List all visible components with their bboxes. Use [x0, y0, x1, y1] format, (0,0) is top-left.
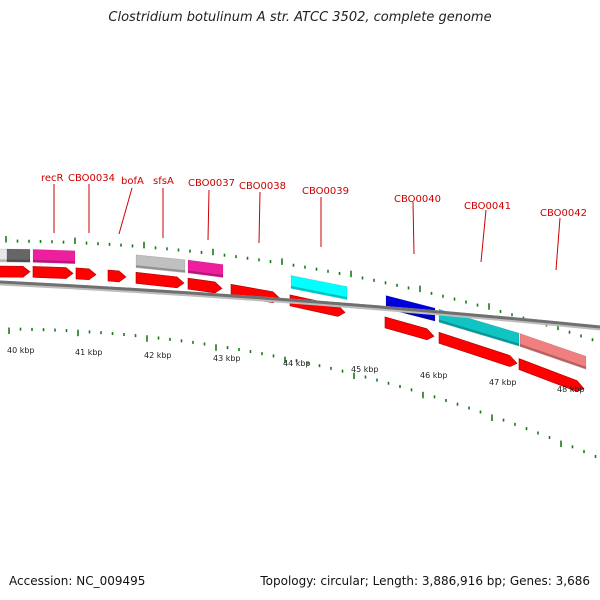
gene-label-CBO0038: CBO0038: [239, 181, 286, 192]
label-leader: [258, 191, 261, 244]
label-leader: [555, 217, 561, 271]
cds-arrow: [384, 316, 435, 341]
scale-label: 43 kbp: [213, 354, 241, 363]
cog-feature-box: [6, 248, 31, 263]
cog-box-shade: [135, 265, 186, 273]
scale-label: 46 kbp: [420, 371, 448, 380]
scale-label: 45 kbp: [351, 365, 379, 374]
cds-arrow: [135, 272, 185, 289]
scale-label: 47 kbp: [489, 378, 517, 387]
gene-label-recR: recR: [41, 173, 64, 184]
cog-box-shade: [187, 270, 224, 278]
gene-label-CBO0037: CBO0037: [188, 178, 235, 189]
topology-summary: Topology: circular; Length: 3,886,916 bp…: [260, 574, 590, 588]
scale-labels: 40 kbp 41 kbp 42 kbp 43 kbp 44 kbp 45 kb…: [7, 346, 585, 394]
gene-label-CBO0034: CBO0034: [68, 173, 115, 184]
map-title: Clostridium botulinum A str. ATCC 3502, …: [108, 10, 492, 25]
label-leader: [412, 201, 415, 255]
gene-label-CBO0040: CBO0040: [394, 194, 441, 205]
label-leader: [207, 189, 210, 241]
cog-feature-box: [32, 249, 76, 265]
backbone-line: [0, 280, 600, 329]
cds-arrow: [518, 358, 585, 392]
accession-text: Accession: NC_009495: [9, 574, 146, 588]
gene-label-CBO0039: CBO0039: [302, 186, 349, 197]
cog-box-shade: [519, 344, 587, 369]
gene-label-sfsA: sfsA: [153, 176, 174, 187]
cog-feature-box: [438, 308, 520, 347]
scale-label: 42 kbp: [144, 351, 172, 360]
cds-arrow: [32, 266, 74, 279]
label-leader: [118, 187, 133, 235]
cog-box-shade: [438, 319, 520, 346]
cog-box-shade: [290, 285, 348, 300]
cds-arrow: [438, 331, 518, 367]
cds-arrow: [75, 267, 97, 281]
scale-label: 40 kbp: [7, 346, 35, 355]
cds-arrow: [107, 269, 127, 283]
gene-label-CBO0041: CBO0041: [464, 201, 511, 212]
cog-feature-box: [135, 254, 186, 274]
gene-labels: recR CBO0034 bofA sfsA CBO0037 CBO0038 C…: [41, 173, 587, 271]
scale-label: 41 kbp: [75, 348, 103, 357]
cog-track: [0, 248, 587, 370]
cog-feature-box: [290, 275, 348, 300]
cog-feature-box: [519, 333, 587, 370]
gene-label-bofA: bofA: [121, 176, 144, 187]
cds-arrow: [187, 277, 223, 294]
backbone: [0, 280, 600, 331]
cds-arrow: [0, 265, 31, 278]
top-tick-track: [5, 236, 594, 342]
scale-label: 48 kbp: [557, 385, 585, 394]
bottom-tick-track: [8, 327, 597, 458]
cog-box-shade: [32, 259, 76, 264]
label-leader: [480, 209, 487, 263]
gene-label-CBO0042: CBO0042: [540, 208, 587, 219]
scale-label: 44 kbp: [283, 359, 311, 368]
cog-feature-box: [187, 259, 224, 278]
